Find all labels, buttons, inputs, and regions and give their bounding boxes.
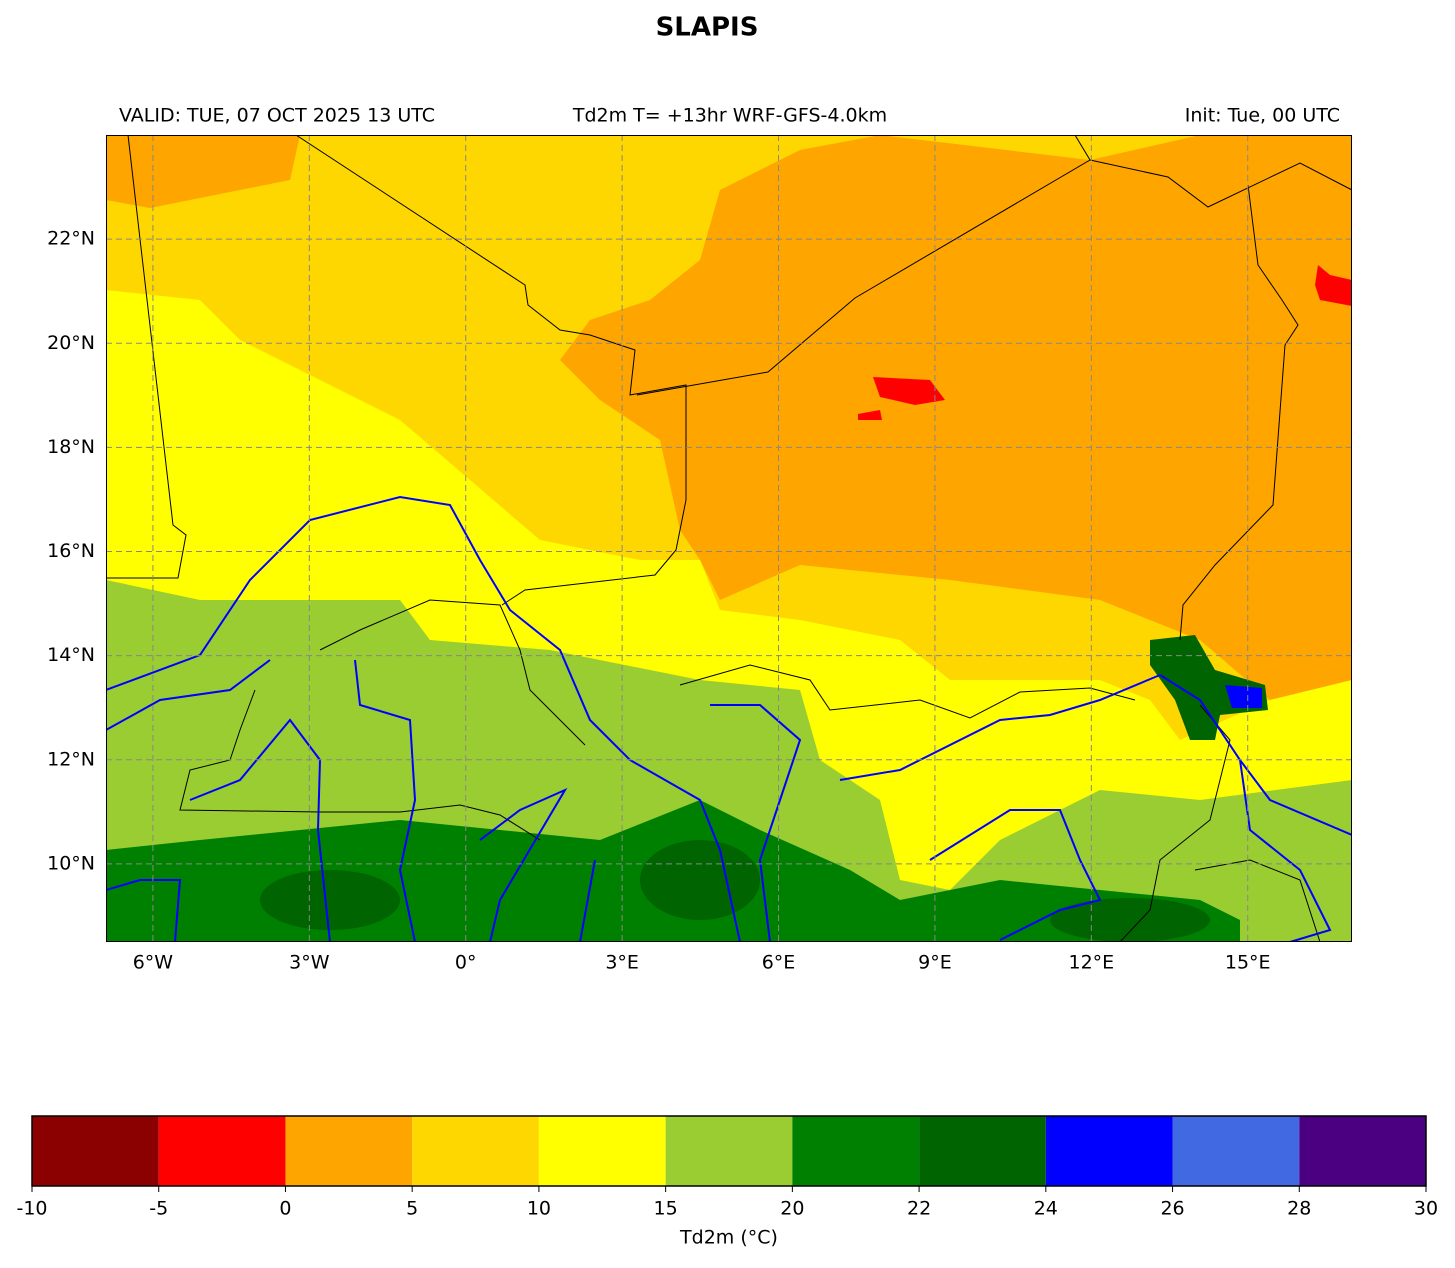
colorbar-tick-label: -5 — [149, 1198, 168, 1220]
lat-tick-label: 14°N — [47, 644, 95, 666]
colorbar-tick-label: 10 — [527, 1198, 551, 1220]
subtitle: Td2m T= +13hr WRF-GFS-4.0km — [572, 105, 887, 127]
colorbar-segment — [1045, 1116, 1173, 1186]
colorbar-tick-label: 24 — [1034, 1198, 1058, 1220]
title: SLAPIS — [656, 13, 759, 43]
map-area — [106, 135, 1352, 942]
field-orange — [560, 135, 1352, 700]
colorbar-label: Td2m (°C) — [679, 1227, 778, 1249]
lon-tick-label: 0° — [455, 952, 477, 974]
borders — [106, 135, 1352, 942]
grid — [106, 135, 1352, 942]
lat-tick-label: 18°N — [47, 436, 95, 458]
lon-tick-label: 3°W — [289, 952, 330, 974]
field-darkgreen — [260, 870, 400, 930]
colorbar-tick-label: 15 — [654, 1198, 678, 1220]
colorbar-tick-label: 20 — [780, 1198, 804, 1220]
lon-tick-label: 9°E — [918, 952, 952, 974]
field-darkgreen — [1050, 898, 1210, 942]
colorbar-tick-label: 5 — [406, 1198, 418, 1220]
lat-tick-label: 16°N — [47, 540, 95, 562]
rivers — [106, 495, 1352, 942]
axes: 6°W 3°W 0° 3°E 6°E 9°E 12°E 15°E 10°N 12°N 14°N 16°… — [47, 228, 1270, 974]
red-patch — [1315, 265, 1352, 306]
colorbar-segment — [665, 1116, 793, 1186]
init-time: Init: Tue, 00 UTC — [1185, 105, 1340, 127]
lon-tick-label: 3°E — [605, 952, 639, 974]
colorbar-tick-label: 0 — [279, 1198, 291, 1220]
colorbar-tick-label: -10 — [16, 1198, 47, 1220]
colorbar-segment — [1172, 1116, 1300, 1186]
lat-tick-label: 20°N — [47, 332, 95, 354]
colorbar-tick-label: 30 — [1414, 1198, 1438, 1220]
colorbar-tick-label: 22 — [907, 1198, 931, 1220]
colorbar-segment — [158, 1116, 286, 1186]
colorbar-frame — [31, 1115, 1427, 1187]
colorbar-tick-label: 28 — [1287, 1198, 1311, 1220]
colorbar-segment — [538, 1116, 666, 1186]
lat-tick-label: 10°N — [47, 852, 95, 874]
valid-time: VALID: TUE, 07 OCT 2025 13 UTC — [119, 105, 435, 127]
lat-tick-label: 22°N — [47, 228, 95, 250]
lon-tick-label: 6°W — [133, 952, 174, 974]
colorbar: -10 -5 0 5 10 15 20 22 24 26 28 30 — [16, 1115, 1438, 1220]
colorbar-segment — [919, 1116, 1046, 1186]
lat-tick-label: 12°N — [47, 748, 95, 770]
field-orange — [106, 135, 300, 208]
lake-chad-core — [1225, 685, 1262, 708]
red-patch — [858, 410, 882, 420]
lon-tick-label: 12°E — [1068, 952, 1114, 974]
red-patch — [873, 377, 945, 405]
lon-tick-label: 6°E — [762, 952, 796, 974]
colorbar-segment — [32, 1116, 159, 1186]
colorbar-segment — [1299, 1116, 1426, 1186]
field-darkgreen — [640, 840, 760, 920]
lake-chad — [1150, 635, 1268, 740]
colorbar-segment — [285, 1116, 413, 1186]
colorbar-segment — [792, 1116, 920, 1186]
lon-tick-label: 15°E — [1225, 952, 1271, 974]
colorbar-tick-label: 26 — [1160, 1198, 1184, 1220]
colorbar-segment — [412, 1116, 539, 1186]
